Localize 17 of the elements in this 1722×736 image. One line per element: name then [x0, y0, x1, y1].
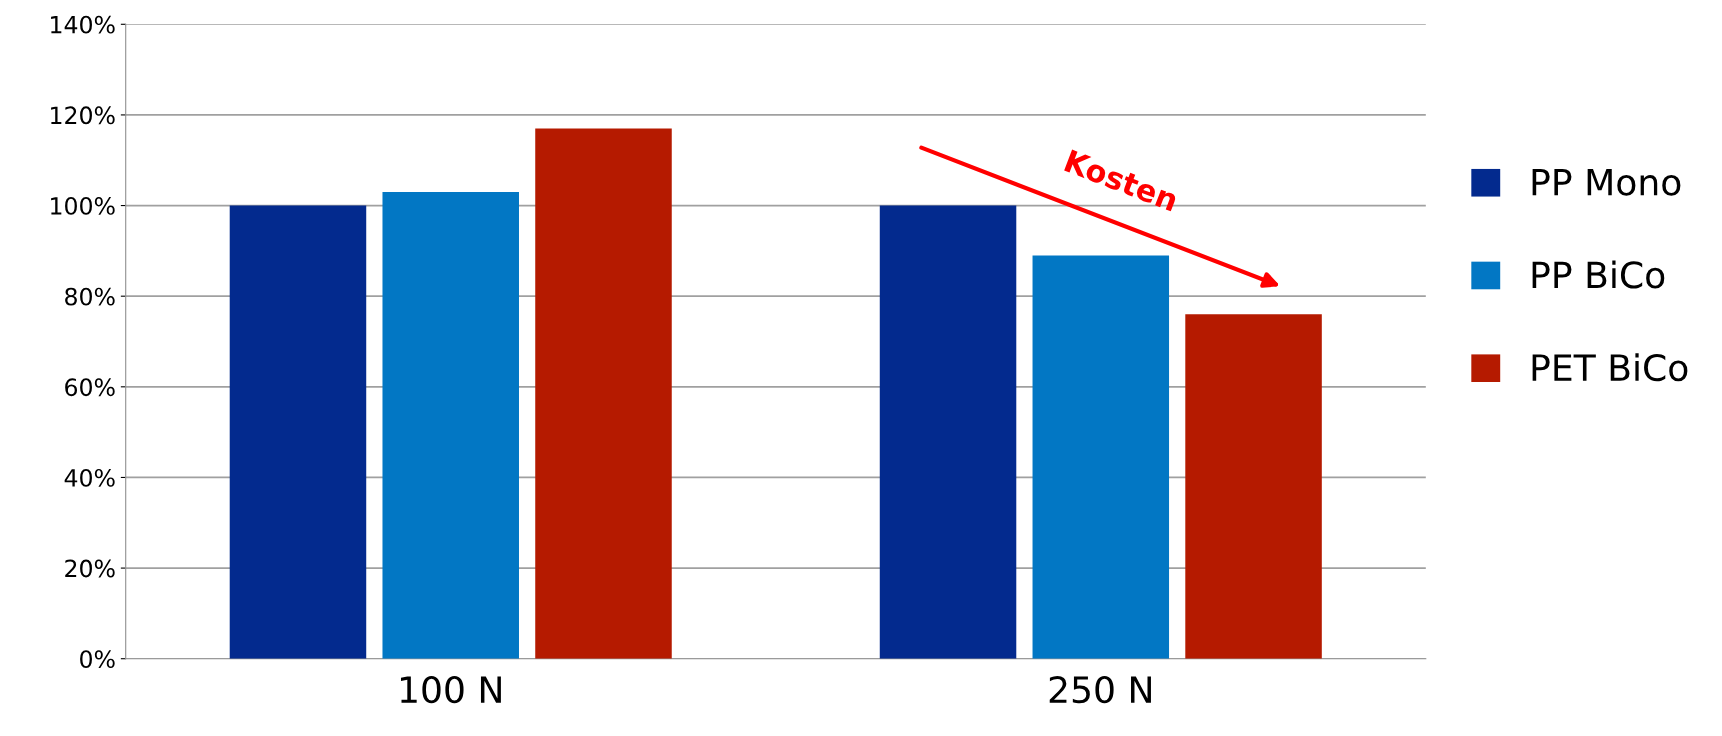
y-tick-label: 120% [51, 106, 115, 125]
y-tick-label: 0% [80, 650, 115, 669]
y-tick-label: 40% [64, 468, 115, 487]
x-tick-label: 100 N [400, 676, 501, 704]
y-tick-label: 60% [65, 378, 115, 397]
legend-label: PP Mono [1532, 168, 1681, 196]
y-tick-label: 80% [65, 287, 115, 306]
bar [382, 191, 519, 659]
legend-label: PP BiCo [1532, 260, 1665, 289]
bar [229, 205, 367, 659]
bar [535, 128, 672, 659]
x-tick-label: 250 N [1049, 676, 1151, 704]
bar [1185, 314, 1322, 659]
legend-label: PET BiCo [1532, 353, 1688, 382]
y-tick-label: 140% [51, 15, 115, 34]
y-tick-label: 100% [51, 197, 115, 215]
y-tick-label: 20% [65, 559, 115, 578]
